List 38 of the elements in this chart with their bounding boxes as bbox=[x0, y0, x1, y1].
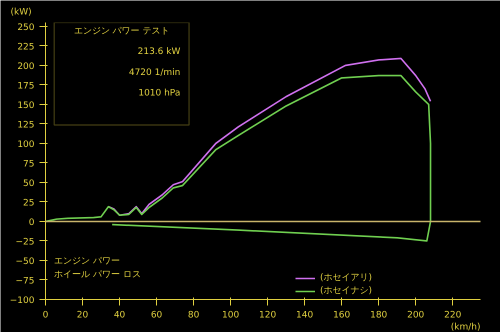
x-tick-label: 20 bbox=[76, 310, 89, 320]
annotation: エンジン パワー bbox=[54, 256, 120, 266]
x-tick-label: 60 bbox=[150, 310, 163, 320]
line-series bbox=[46, 74, 432, 242]
y-tick-label: 175 bbox=[17, 81, 35, 92]
y-tick-label: −75 bbox=[16, 276, 35, 286]
y-tick-label: −25 bbox=[16, 237, 35, 248]
y-tick-label: −100 bbox=[10, 296, 35, 306]
annotation: 1010 hPa bbox=[138, 88, 180, 99]
annotation: 213.6 kW bbox=[138, 47, 180, 58]
y-tick-label: 100 bbox=[17, 140, 35, 150]
y-tick-label: 125 bbox=[17, 120, 35, 130]
y-tick-label: −50 bbox=[16, 256, 35, 267]
y-tick-label: 250 bbox=[17, 22, 35, 33]
annotation: エンジン パワー テスト bbox=[74, 26, 170, 36]
y-tick-label: 150 bbox=[17, 100, 35, 111]
y-tick-label: 200 bbox=[17, 62, 35, 72]
x-tick-label: 100 bbox=[222, 310, 240, 320]
y-tick-label: 75 bbox=[23, 159, 34, 170]
annotation: ホイール パワー ロス bbox=[54, 270, 141, 280]
x-tick-label: 200 bbox=[407, 310, 425, 320]
x-tick-label: 140 bbox=[296, 310, 314, 320]
y-tick-label: 50 bbox=[23, 178, 35, 189]
x-tick-label: 160 bbox=[333, 310, 351, 320]
y-tick-label: 225 bbox=[17, 42, 35, 52]
x-tick-label: 80 bbox=[188, 310, 200, 320]
x-tick-label: 40 bbox=[114, 310, 126, 320]
legend-label: (ホセイナシ) bbox=[320, 285, 372, 297]
annotation: 4720 1/min bbox=[128, 68, 180, 78]
x-tick-label: 0 bbox=[42, 310, 49, 320]
x-tick-label: 120 bbox=[259, 310, 276, 320]
y-axis-title: (kW) bbox=[10, 8, 32, 18]
x-axis-title: (km/h) bbox=[450, 322, 481, 332]
x-tick-label: 180 bbox=[370, 310, 388, 320]
legend-label: (ホセイアリ) bbox=[320, 272, 372, 284]
y-tick-label: 25 bbox=[23, 198, 34, 208]
y-tick-label: 0 bbox=[28, 218, 35, 228]
x-tick-label: 220 bbox=[444, 310, 462, 320]
